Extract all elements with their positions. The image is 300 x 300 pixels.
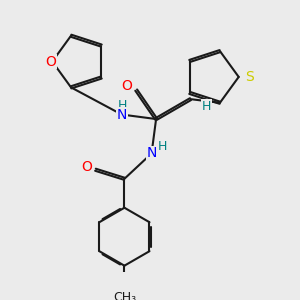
Text: CH₃: CH₃ <box>113 291 136 300</box>
Text: O: O <box>81 160 92 174</box>
Text: O: O <box>45 55 56 68</box>
Text: S: S <box>245 70 254 84</box>
Text: H: H <box>158 140 167 153</box>
Text: N: N <box>146 146 157 161</box>
Text: H: H <box>118 99 127 112</box>
Text: O: O <box>122 79 133 93</box>
Text: H: H <box>202 100 212 113</box>
Text: N: N <box>116 107 127 122</box>
